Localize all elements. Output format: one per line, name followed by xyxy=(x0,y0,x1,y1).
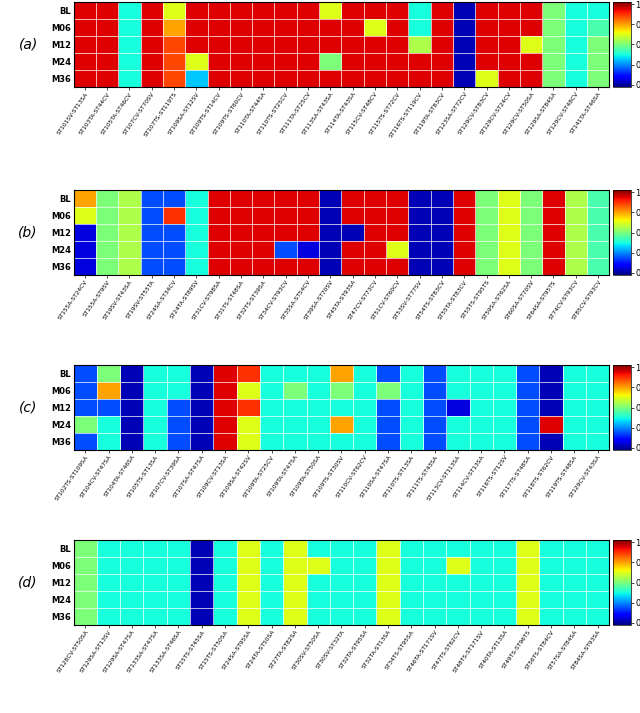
Text: (b): (b) xyxy=(19,225,38,240)
Text: (a): (a) xyxy=(19,38,38,51)
Text: (c): (c) xyxy=(19,401,37,414)
Text: (d): (d) xyxy=(19,575,38,590)
